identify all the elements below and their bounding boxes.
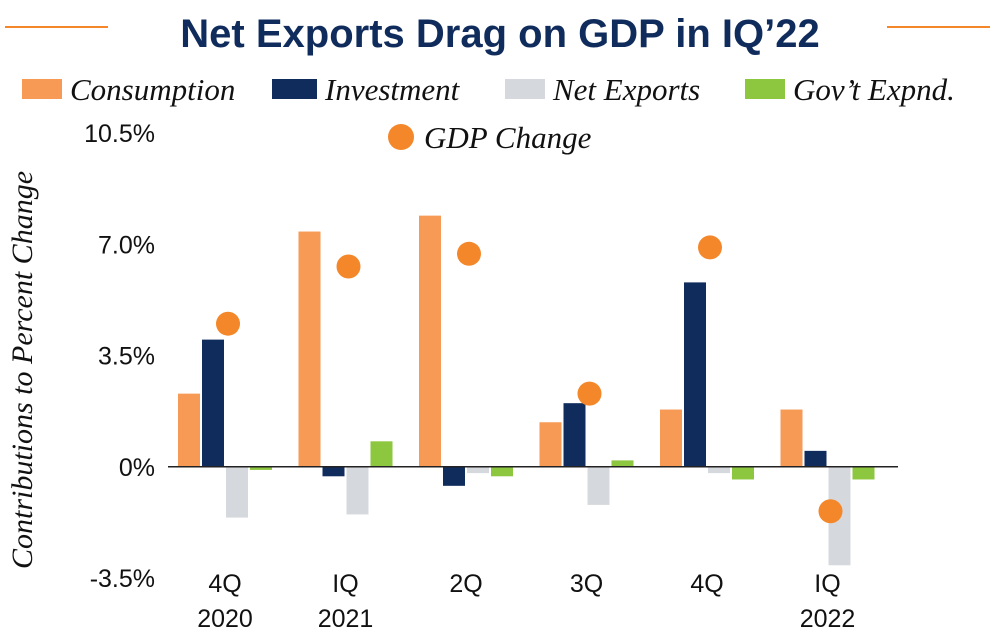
y-tick-label: 0% — [119, 454, 155, 482]
bar-gov-t-expnd--4 — [732, 466, 754, 480]
bar-investment-5 — [804, 450, 827, 467]
bar-consumption-4 — [660, 409, 682, 467]
gdp-change-marker — [457, 241, 481, 266]
x-category-label: 3Q — [570, 570, 603, 598]
bar-consumption-1 — [298, 231, 321, 467]
bar-net-exports-4 — [708, 466, 730, 474]
x-category-label: IQ — [332, 570, 358, 598]
bar-gov-t-expnd--5 — [852, 466, 875, 480]
bar-investment-0 — [202, 339, 224, 467]
legend-label-consumption: Consumption — [70, 72, 235, 107]
bar-gov-t-expnd--2 — [491, 466, 513, 477]
x-category-year: 2021 — [318, 605, 374, 633]
legend-swatch-investment — [272, 79, 317, 99]
legend: Consumption Investment Net Exports Gov’t… — [22, 72, 955, 155]
bar-net-exports-0 — [226, 466, 248, 518]
gdp-change-marker — [698, 235, 722, 260]
gdp-change-marker — [577, 381, 602, 406]
legend-label-net-exports: Net Exports — [552, 72, 700, 107]
bar-consumption-2 — [419, 215, 441, 467]
bar-investment-1 — [322, 466, 345, 477]
bar-net-exports-1 — [346, 466, 369, 515]
x-categories: 4Q 2020 IQ 2021 2Q 3Q 4Q IQ 2022 — [197, 570, 855, 633]
bar-gov-t-expnd--3 — [611, 460, 634, 467]
legend-label-govt-expnd: Gov’t Expnd. — [793, 72, 955, 107]
bars — [178, 215, 875, 566]
x-category-year: 2022 — [800, 605, 856, 633]
gdp-change-marker — [216, 311, 240, 336]
bar-consumption-0 — [178, 393, 200, 467]
bar-investment-2 — [443, 466, 465, 486]
x-category-label: 2Q — [449, 570, 482, 598]
x-category-label: 4Q — [208, 570, 241, 598]
legend-swatch-govt-expnd — [745, 79, 785, 99]
legend-marker-gdp-change — [388, 124, 414, 150]
gdp-change-marker — [336, 254, 361, 279]
bar-consumption-5 — [780, 409, 803, 467]
y-tick-label: 7.0% — [98, 231, 155, 259]
gdp-change-marker — [818, 499, 843, 524]
bar-net-exports-2 — [467, 466, 489, 474]
legend-swatch-net-exports — [505, 79, 545, 99]
y-ticks: 10.5% 7.0% 3.5% 0% -3.5% — [84, 120, 155, 593]
x-category-year: 2020 — [197, 605, 253, 633]
x-category-label: IQ — [814, 570, 840, 598]
bar-gov-t-expnd--1 — [370, 441, 393, 467]
gdp-markers — [216, 235, 843, 524]
x-category-label: 4Q — [690, 570, 723, 598]
legend-swatch-consumption — [22, 79, 62, 99]
bar-net-exports-3 — [587, 466, 610, 505]
legend-label-investment: Investment — [324, 72, 461, 107]
y-tick-label: 10.5% — [84, 120, 155, 148]
bar-investment-4 — [684, 282, 706, 467]
y-axis-label: Contributions to Percent Change — [6, 171, 39, 569]
bar-consumption-3 — [539, 422, 562, 467]
y-tick-label: 3.5% — [98, 343, 155, 371]
legend-label-gdp-change: GDP Change — [424, 120, 592, 155]
bar-investment-3 — [563, 403, 586, 467]
chart-title: Net Exports Drag on GDP in IQ’22 — [180, 12, 819, 56]
y-tick-label: -3.5% — [90, 565, 155, 593]
bar-gov-t-expnd--0 — [250, 466, 272, 470]
